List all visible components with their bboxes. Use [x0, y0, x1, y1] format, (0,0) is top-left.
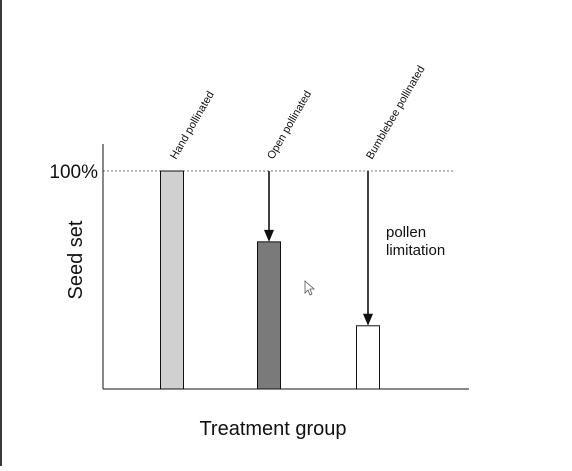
bar-bumblebee-pollinated: [356, 325, 380, 390]
arrow-head: [264, 229, 274, 242]
annotation-limitation: limitation: [386, 242, 445, 259]
mouse-cursor-icon: [304, 280, 316, 296]
bar-hand-pollinated: [160, 170, 184, 390]
arrow-open-pollinated: [264, 171, 274, 242]
bar-open-pollinated: [257, 241, 281, 390]
arrow-bumblebee-pollinated: [363, 171, 373, 326]
annotation-pollen: pollen: [386, 224, 426, 241]
arrow-head: [363, 313, 373, 326]
category-label-open-pollinated: Open pollinated: [265, 89, 314, 162]
window-left-border: [0, 0, 2, 466]
category-label-bumblebee-pollinated: Bumblebee pollinated: [364, 64, 427, 162]
reference-value-label: 100%: [49, 162, 98, 183]
arrows-group: [264, 171, 373, 326]
bars-group: [160, 170, 380, 390]
axes-group: [102, 144, 469, 390]
y-axis-label: Seed set: [65, 220, 87, 299]
category-label-hand-pollinated: Hand pollinated: [168, 89, 217, 161]
x-axis-label: Treatment group: [199, 418, 346, 440]
